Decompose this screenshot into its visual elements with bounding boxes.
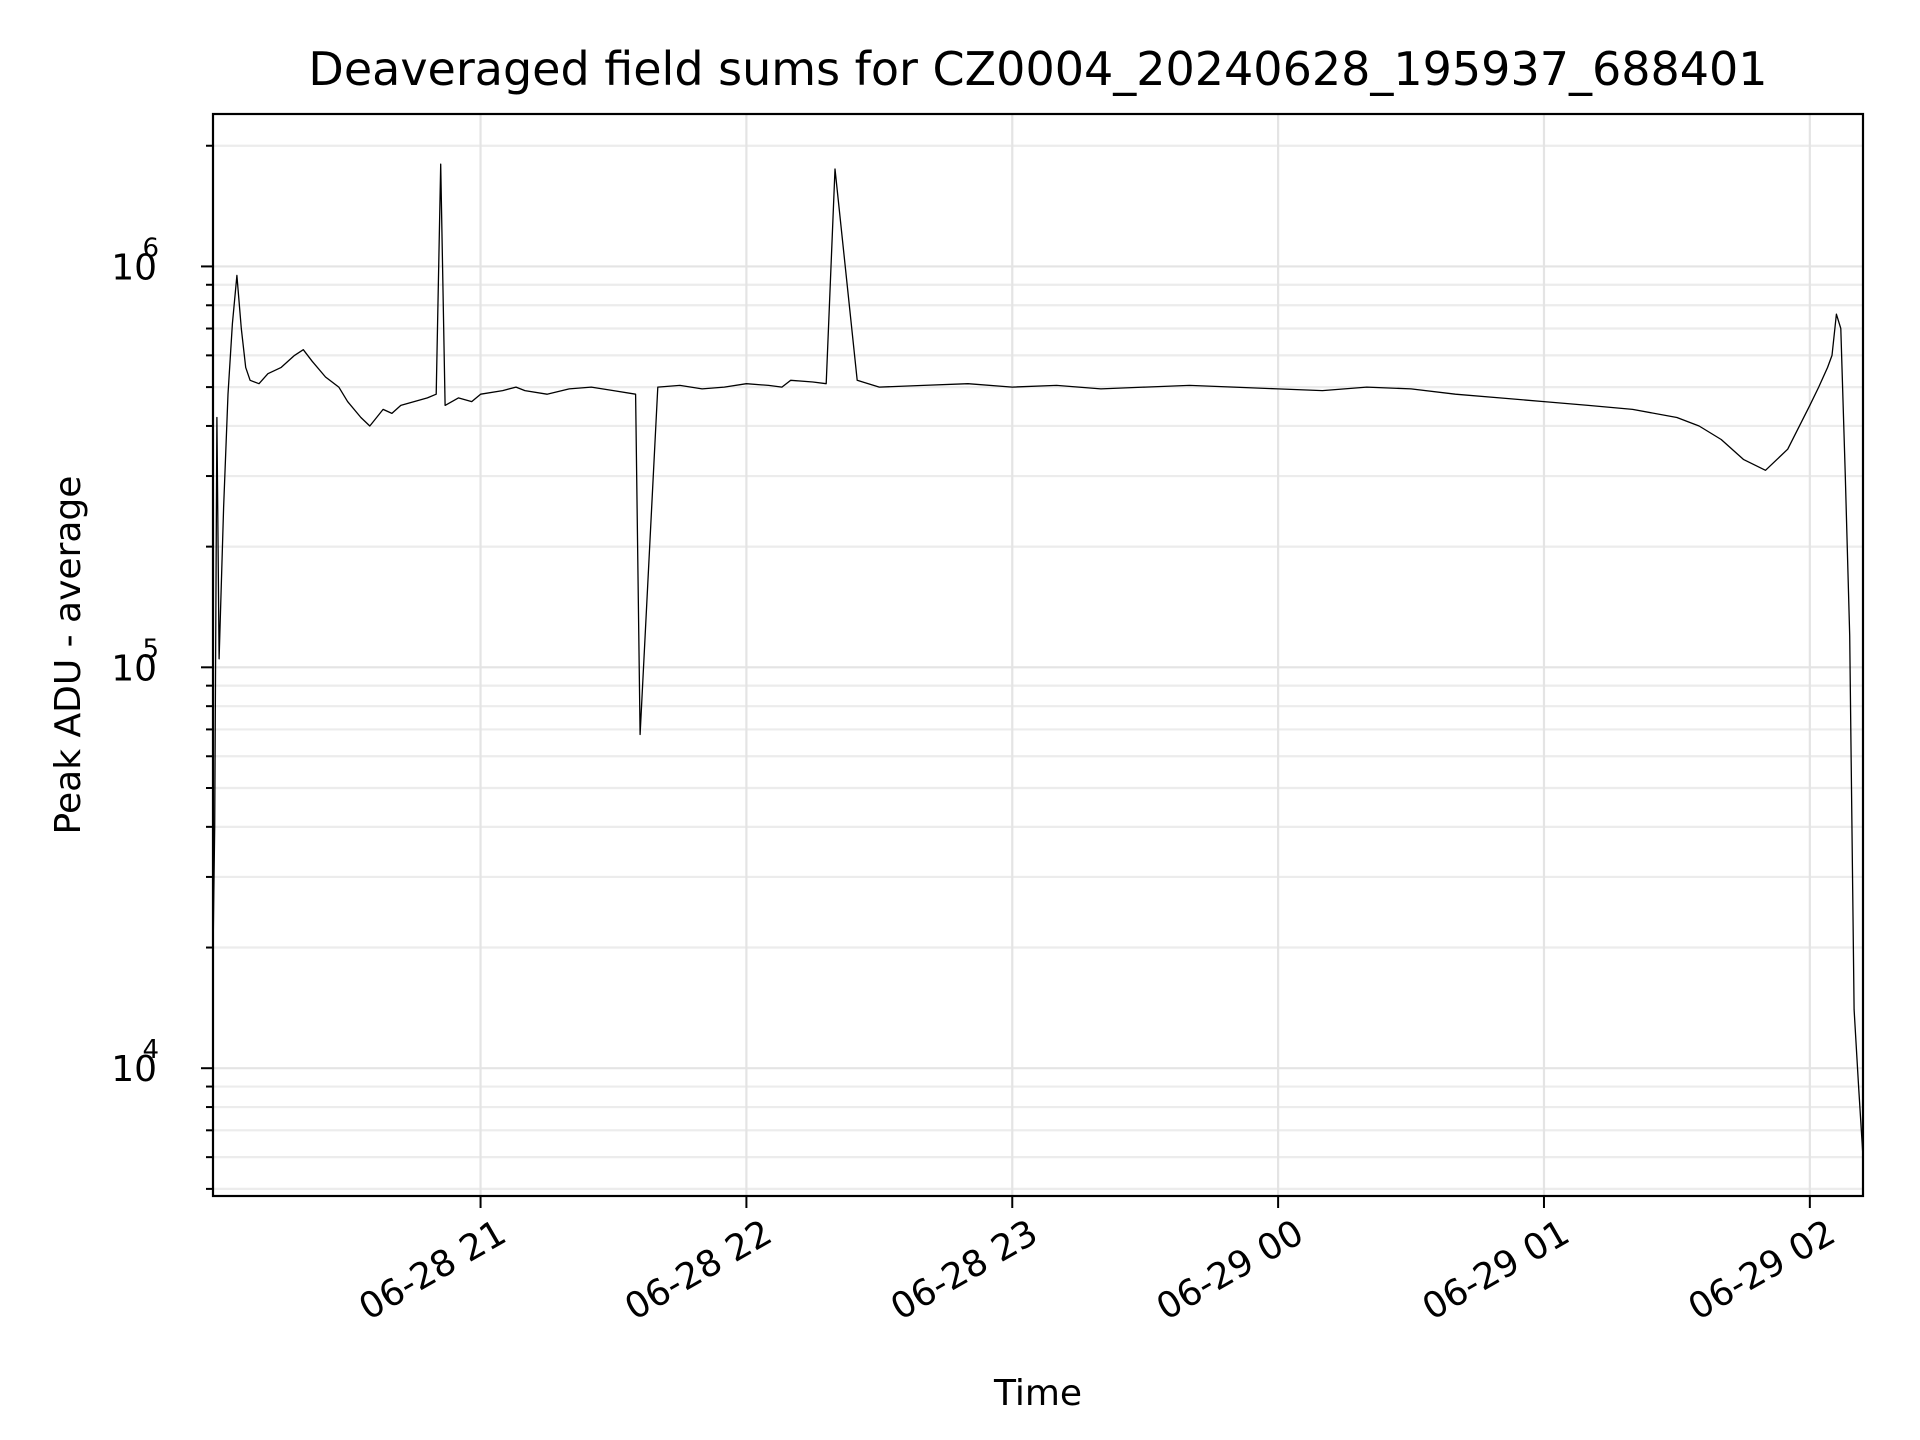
y-axis-label: Peak ADU - average (48, 476, 89, 835)
y-tick-label: 10 (111, 247, 157, 288)
y-tick-label: 10 (111, 648, 157, 689)
y-tick-exponent: 6 (142, 233, 159, 263)
y-tick-exponent: 5 (142, 634, 159, 664)
plot-frame (211, 112, 1865, 1198)
x-axis-label: Time (993, 1373, 1082, 1414)
chart-title: Deaveraged field sums for CZ0004_2024062… (308, 42, 1767, 96)
y-minor-gridlines (213, 144, 1863, 1190)
y-tick-exponent: 4 (142, 1035, 159, 1065)
series-line (212, 163, 1864, 1158)
major-gridlines (213, 114, 1863, 1196)
y-tick-label: 10 (111, 1049, 157, 1090)
